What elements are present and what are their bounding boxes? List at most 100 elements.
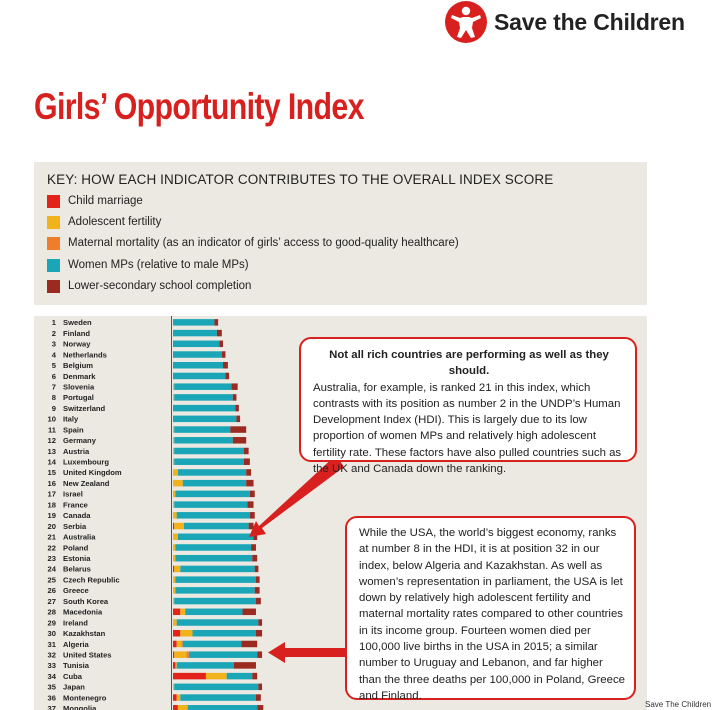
chart-row: 14 Luxembourg bbox=[48, 458, 250, 467]
bar-segment-lower-secondary-school-completion bbox=[243, 447, 249, 455]
bar-segment-women-mps bbox=[192, 629, 256, 637]
chart-row: 9 Switzerland bbox=[52, 404, 239, 413]
rank-label: 35 bbox=[48, 683, 57, 692]
bar-segment-women-mps bbox=[174, 683, 259, 691]
bar-segment-women-mps bbox=[174, 437, 233, 444]
callout-rich-countries: Not all rich countries are performing as… bbox=[299, 337, 637, 475]
bar-segment-lower-secondary-school-completion bbox=[255, 629, 263, 637]
chart-row: 32 United States bbox=[48, 650, 263, 659]
bar-segment-women-mps bbox=[176, 619, 259, 626]
legend-swatch bbox=[47, 236, 60, 250]
bar-segment-adolescent-fertility bbox=[174, 651, 187, 658]
bar-segment-adolescent-fertility bbox=[173, 544, 176, 551]
legend-label: Adolescent fertility bbox=[68, 216, 162, 228]
country-label: Belarus bbox=[63, 565, 91, 574]
legend-swatch bbox=[47, 279, 60, 293]
bar-segment-child-marriage bbox=[173, 629, 181, 637]
chart-row: 12 Germany bbox=[48, 436, 247, 445]
bar-segment-women-mps bbox=[173, 319, 215, 326]
rank-label: 18 bbox=[48, 500, 56, 509]
chart-row: 31 Algeria bbox=[48, 640, 258, 649]
bar-segment-adolescent-fertility bbox=[173, 458, 175, 465]
brand-name: Save the Children bbox=[494, 8, 685, 35]
country-label: Macedonia bbox=[63, 608, 103, 617]
bar-segment-women-mps bbox=[182, 640, 242, 648]
bar-segment-women-mps bbox=[187, 705, 258, 710]
rank-label: 10 bbox=[48, 415, 56, 424]
rank-label: 15 bbox=[48, 468, 57, 477]
bar-segment-adolescent-fertility bbox=[174, 522, 184, 530]
chart-row: 23 Estonia bbox=[48, 554, 258, 563]
stacked-bar-chart: 1 Sweden 2 Finland 3 Norway 4 Netherlands 5 Belgi… bbox=[48, 316, 264, 710]
chart-row: 15 United Kingdom bbox=[48, 468, 252, 477]
chart-row: 27 South Korea bbox=[48, 597, 261, 606]
bar-segment-child-marriage bbox=[173, 705, 178, 710]
bar-segment-lower-secondary-school-completion bbox=[232, 394, 237, 401]
bar-segment-adolescent-fertility bbox=[173, 490, 176, 498]
chart-row: 36 Montenegro bbox=[48, 693, 261, 702]
rank-label: 4 bbox=[52, 350, 57, 359]
bar-segment-lower-secondary-school-completion bbox=[246, 479, 254, 487]
bar-segment-women-mps bbox=[177, 533, 254, 541]
chart-row: 4 Netherlands bbox=[52, 350, 226, 359]
legend-swatch bbox=[47, 258, 60, 272]
chart-row: 20 Serbia bbox=[48, 522, 254, 531]
bar-segment-child-marriage bbox=[173, 640, 177, 648]
rank-label: 33 bbox=[48, 661, 56, 670]
rank-label: 21 bbox=[48, 533, 57, 542]
chart-row: 3 Norway bbox=[52, 340, 224, 349]
chart-row: 8 Portugal bbox=[52, 393, 237, 402]
legend-label: Women MPs (relative to male MPs) bbox=[68, 259, 249, 271]
bar-segment-child-marriage bbox=[173, 651, 175, 658]
bar-segment-lower-secondary-school-completion bbox=[243, 458, 250, 465]
rank-label: 31 bbox=[48, 640, 57, 649]
callout-lead: Not all rich countries are performing as… bbox=[329, 349, 609, 378]
bar-segment-women-mps bbox=[174, 458, 244, 465]
chart-row: 10 Italy bbox=[48, 415, 241, 424]
chart-row: 37 Mongolia bbox=[48, 704, 264, 710]
bar-segment-lower-secondary-school-completion bbox=[255, 694, 261, 701]
callout-usa: While the USA, the world’s biggest econo… bbox=[345, 516, 636, 702]
bar-segment-lower-secondary-school-completion bbox=[219, 340, 224, 348]
bar-segment-women-mps bbox=[174, 597, 256, 605]
chart-row: 22 Poland bbox=[48, 543, 256, 552]
bar-segment-lower-secondary-school-completion bbox=[252, 554, 258, 562]
legend-swatch bbox=[47, 194, 60, 208]
country-label: Denmark bbox=[63, 372, 96, 381]
bar-segment-adolescent-fertility bbox=[173, 512, 177, 519]
bar-segment-lower-secondary-school-completion bbox=[234, 662, 256, 669]
bar-segment-adolescent-fertility bbox=[176, 694, 181, 701]
country-label: Tunisia bbox=[63, 661, 90, 670]
chart-row: 16 New Zealand bbox=[48, 479, 254, 488]
bar-segment-lower-secondary-school-completion bbox=[251, 544, 256, 551]
bar-segment-child-marriage bbox=[173, 662, 176, 669]
country-label: Austria bbox=[63, 447, 90, 456]
bar-segment-child-marriage bbox=[173, 694, 177, 701]
bar-segment-women-mps bbox=[185, 608, 243, 616]
chart-row: 21 Australia bbox=[48, 533, 258, 542]
rank-label: 7 bbox=[52, 382, 56, 391]
bar-segment-adolescent-fertility bbox=[177, 705, 188, 710]
bar-segment-adolescent-fertility bbox=[173, 597, 175, 605]
bar-segment-women-mps bbox=[183, 522, 249, 530]
callout-body: While the USA, the world’s biggest econo… bbox=[359, 527, 625, 702]
callout-body: Australia, for example, is ranked 21 in … bbox=[313, 381, 622, 476]
child-figure-icon bbox=[445, 1, 487, 43]
chart-row: 29 Ireland bbox=[48, 618, 263, 627]
country-label: Algeria bbox=[63, 640, 90, 649]
bar-segment-lower-secondary-school-completion bbox=[247, 501, 254, 508]
bar-segment-lower-secondary-school-completion bbox=[254, 587, 260, 594]
country-label: Estonia bbox=[63, 554, 91, 563]
bar-segment-women-mps bbox=[177, 469, 247, 476]
bar-segment-women-mps bbox=[175, 587, 255, 594]
chart-row: 17 Israel bbox=[48, 490, 255, 499]
rank-label: 12 bbox=[48, 436, 56, 445]
country-label: Canada bbox=[63, 511, 91, 520]
chart-row: 7 Slovenia bbox=[52, 382, 238, 391]
chart-row: 13 Austria bbox=[48, 447, 249, 456]
bar-segment-lower-secondary-school-completion bbox=[258, 683, 263, 691]
rank-label: 29 bbox=[48, 618, 56, 627]
bar-segment-women-mps bbox=[174, 383, 232, 390]
country-label: Mongolia bbox=[63, 704, 97, 710]
legend-label: Child marriage bbox=[68, 195, 143, 207]
